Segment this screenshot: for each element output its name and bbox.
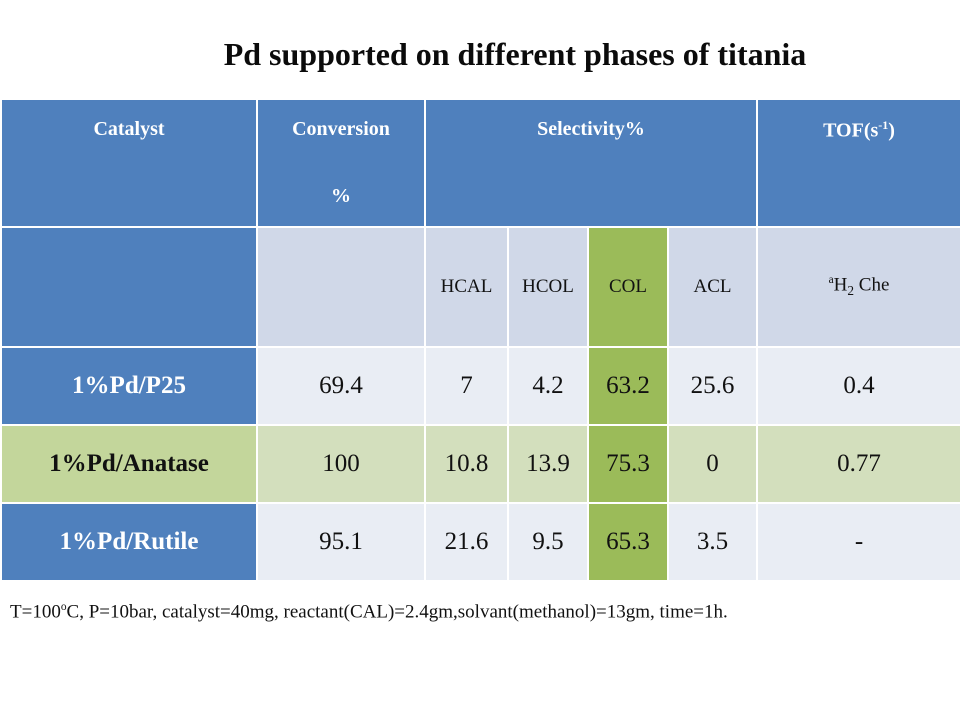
row-h2che: 0.4 [756, 346, 960, 426]
footnote-part2: C, P=10bar, catalyst=40mg, reactant(CAL)… [66, 601, 728, 623]
row-hcal: 7 [424, 346, 509, 426]
row-catalyst: 1%Pd/Rutile [0, 502, 258, 582]
tof-end: ) [888, 119, 895, 142]
table-subheader-row: HCAL HCOL COL ACL aH2 Che [0, 226, 960, 348]
subheader-hcol: HCOL [507, 226, 589, 348]
row-conversion: 100 [256, 424, 426, 504]
h2che-h: H [833, 274, 848, 296]
tof-base: TOF(s [823, 119, 879, 142]
footnote-degree: o [60, 601, 67, 613]
subheader-acl: ACL [667, 226, 758, 348]
row-acl: 3.5 [667, 502, 758, 582]
row-catalyst: 1%Pd/P25 [0, 346, 258, 426]
row-acl: 25.6 [667, 346, 758, 426]
table-row: 1%Pd/P25 69.4 7 4.2 63.2 25.6 0.4 [0, 346, 960, 426]
row-hcol: 4.2 [507, 346, 589, 426]
row-col: 65.3 [587, 502, 669, 582]
table-row: 1%Pd/Rutile 95.1 21.6 9.5 65.3 3.5 - [0, 502, 960, 582]
row-hcol: 9.5 [507, 502, 589, 582]
header-catalyst: Catalyst [0, 98, 258, 228]
header-conversion: Conversion % [256, 98, 426, 228]
row-acl: 0 [667, 424, 758, 504]
row-h2che: 0.77 [756, 424, 960, 504]
table-row: 1%Pd/Anatase 100 10.8 13.9 75.3 0 0.77 [0, 424, 960, 504]
row-hcal: 10.8 [424, 424, 509, 504]
header-catalyst-label: Catalyst [93, 118, 165, 140]
subheader-hcal: HCAL [424, 226, 509, 348]
row-catalyst: 1%Pd/Anatase [0, 424, 258, 504]
h2che-rest: Che [854, 274, 890, 296]
table-header-row: Catalyst Conversion % Selectivity% TOF(s… [0, 98, 960, 228]
row-col: 63.2 [587, 346, 669, 426]
subheader-col: COL [587, 226, 669, 348]
footnote-part1: T=100 [10, 601, 61, 623]
subheader-h2che: aH2 Che [756, 226, 960, 348]
slide-title: Pd supported on different phases of tita… [223, 36, 807, 72]
header-tof-label: TOF(s-1) [823, 118, 895, 143]
row-col: 75.3 [587, 424, 669, 504]
row-conversion: 95.1 [256, 502, 426, 582]
subheader-empty-catalyst [0, 226, 258, 348]
h2che-subscript: 2 [847, 283, 855, 299]
row-hcal: 21.6 [424, 502, 509, 582]
row-hcol: 13.9 [507, 424, 589, 504]
h2che-prefix: a [828, 274, 834, 287]
subheader-empty-conversion [256, 226, 426, 348]
header-conversion-line2: % [331, 185, 351, 207]
tof-superscript: -1 [878, 118, 889, 132]
footnote: T=100oC, P=10bar, catalyst=40mg, reactan… [10, 592, 950, 627]
row-conversion: 69.4 [256, 346, 426, 426]
header-selectivity: Selectivity% [424, 98, 758, 228]
row-h2che: - [756, 502, 960, 582]
header-conversion-line1: Conversion [292, 118, 390, 140]
results-table: Catalyst Conversion % Selectivity% TOF(s… [0, 98, 960, 582]
header-selectivity-label: Selectivity% [537, 118, 645, 140]
header-tof: TOF(s-1) [756, 98, 960, 228]
